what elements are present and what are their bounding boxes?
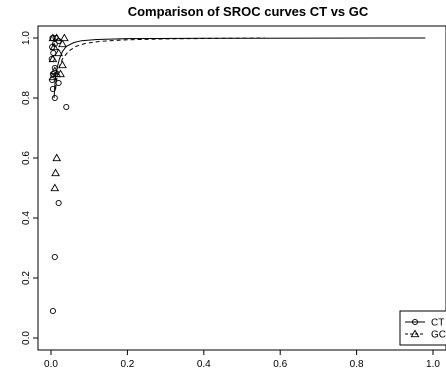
point-gc — [50, 183, 60, 192]
plot-frame — [37, 25, 446, 351]
point-ct — [51, 253, 58, 261]
y-tick-label: 0.4 — [21, 211, 32, 225]
legend-label-ct: CT — [431, 318, 444, 329]
curve-ct — [53, 37, 426, 99]
y-tick-label: 0.8 — [21, 91, 32, 105]
axes: 0.0 0.2 0.4 0.6 0.8 1.0 0.0 0.2 0.4 0.6 0.8 1.0 — [21, 31, 440, 370]
point-gc — [52, 153, 62, 162]
point-ct — [51, 40, 58, 48]
y-tick-label: 0.0 — [21, 331, 32, 345]
point-ct — [51, 94, 58, 102]
x-tick-label: 0.8 — [350, 359, 364, 370]
points — [48, 33, 70, 315]
x-tick-label: 1.0 — [426, 359, 440, 370]
point-gc — [51, 168, 60, 177]
plot-box — [37, 25, 446, 351]
y-tick-label: 0.2 — [21, 271, 32, 285]
x-tick-label: 0.0 — [44, 359, 58, 370]
point-gc — [54, 48, 64, 57]
point-gc — [50, 66, 60, 75]
point-ct — [49, 307, 56, 315]
y-tick-label: 1.0 — [21, 31, 32, 45]
point-gc — [59, 33, 69, 42]
point-gc — [48, 54, 58, 63]
x-tick-label: 0.2 — [120, 359, 134, 370]
curves — [53, 37, 426, 99]
point-gc — [58, 39, 67, 48]
point-ct — [55, 199, 62, 207]
x-tick-label: 0.4 — [197, 359, 211, 370]
legend-marker-ct — [411, 318, 419, 326]
chart-title: Comparison of SROC curves CT vs GC — [128, 4, 369, 19]
point-ct — [49, 85, 56, 93]
legend-box — [399, 310, 446, 346]
y-tick-label: 0.6 — [21, 151, 32, 165]
curve-gc — [55, 37, 265, 90]
point-gc — [58, 60, 67, 69]
legend-marker-gc — [410, 329, 420, 338]
point-gc — [52, 33, 62, 42]
x-tick-label: 0.6 — [273, 359, 287, 370]
legend-label-gc: GC — [431, 330, 446, 341]
point-ct — [63, 103, 70, 111]
point-ct — [51, 64, 58, 72]
point-ct — [55, 79, 62, 87]
point-gc — [49, 42, 59, 51]
